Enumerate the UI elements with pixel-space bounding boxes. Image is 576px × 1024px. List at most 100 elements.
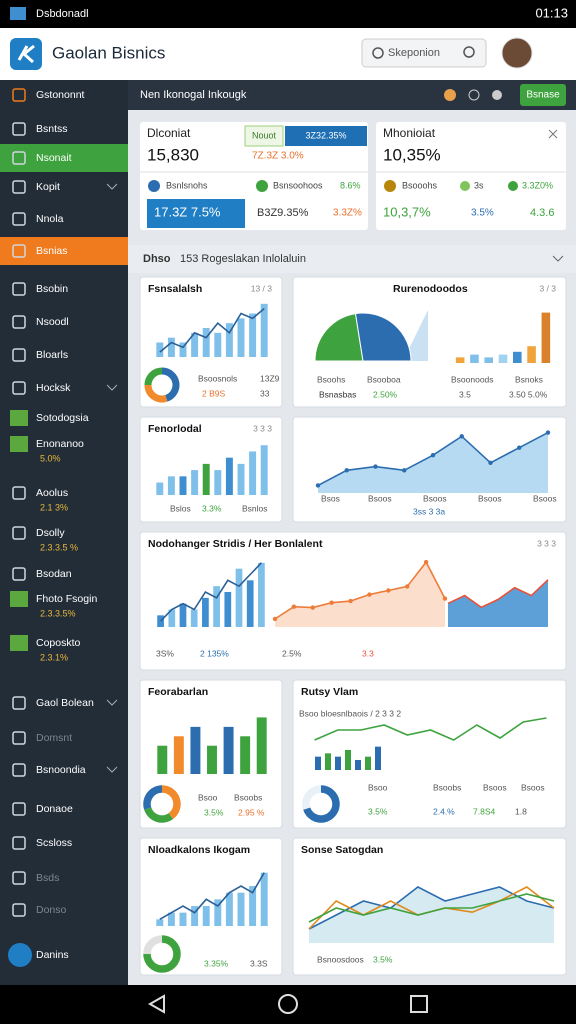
panel-tag: 3 3 3 (253, 423, 272, 433)
panel-label: Bsoosnols (198, 373, 237, 383)
semi-slice (354, 312, 412, 362)
point (291, 604, 297, 609)
app-title: Gaolan Bisnics (52, 43, 165, 62)
panel-label: 2 135% (200, 648, 229, 658)
toolbar-button[interactable] (520, 84, 566, 106)
toolbar-icon[interactable] (468, 89, 480, 101)
nav-icon (12, 151, 26, 165)
line (160, 562, 262, 622)
nav-value: 2.3.1% (40, 652, 68, 662)
nav-home[interactable] (278, 994, 298, 1014)
kpi-text: Bsooohs (402, 180, 438, 190)
kpi-tag (285, 126, 367, 146)
nav-label: Gstononnt (36, 89, 85, 101)
nav-label: Nsonait (36, 152, 72, 164)
kpi-card (376, 122, 566, 230)
kpi-text: 17.3Z 7.5% (154, 204, 221, 219)
nav-label: Coposkto (36, 637, 81, 649)
donut-slice (144, 384, 168, 403)
kpi-text: Nouot (252, 130, 277, 140)
nav-label: Aoolus (36, 487, 68, 499)
bar (246, 580, 254, 627)
panel-title: Rutsy Vlam (301, 686, 358, 698)
nav-label: Domsnt (36, 732, 72, 744)
close-icon[interactable] (548, 129, 558, 139)
section-title: Dhso (143, 253, 171, 265)
nav-icon (12, 244, 26, 258)
panel-title: Feorabarlan (148, 686, 208, 698)
kpi-text: 10,35% (383, 145, 441, 164)
nav-back[interactable] (147, 994, 165, 1014)
bar (213, 586, 220, 627)
bar (190, 609, 198, 627)
bar (179, 476, 187, 495)
kpi-text: 3Z32.35% (305, 130, 346, 140)
panel-label: Bsoohs (317, 374, 345, 384)
nav-label: Sotodogsia (36, 412, 89, 424)
nav-icon (12, 381, 26, 395)
chevron[interactable] (106, 384, 118, 391)
nav-icon (12, 903, 26, 917)
nav-value: 5.0% (40, 453, 61, 463)
bar (191, 906, 199, 926)
panel-label: Bsoos (521, 782, 545, 792)
bar (167, 476, 175, 495)
bar (207, 745, 217, 774)
point (367, 592, 372, 597)
nav-highlight (0, 237, 128, 265)
chevron[interactable] (106, 699, 118, 706)
bar (260, 445, 268, 495)
kpi-icon (508, 181, 518, 191)
point (488, 460, 493, 465)
nav-label: Nnola (36, 213, 64, 225)
chevron[interactable] (552, 255, 564, 262)
panel-label: Bsoo (198, 792, 218, 802)
donut-slice (143, 935, 163, 955)
bar (156, 482, 164, 495)
kpi-text: 3.3Z0% (522, 180, 553, 190)
search-icon[interactable] (463, 46, 475, 58)
bar (260, 303, 268, 357)
panel-title: Fsnsalalsh (148, 283, 202, 295)
bar (455, 357, 465, 363)
kpi-tag (244, 125, 284, 147)
bar (168, 609, 176, 627)
donut-slice (161, 367, 180, 402)
line (159, 308, 265, 353)
toolbar-icon[interactable] (492, 90, 502, 100)
kpi-text: B3Z9.35% (257, 207, 309, 219)
chevron[interactable] (106, 183, 118, 190)
panel-label: 3.3 (362, 648, 374, 658)
kpi-text: Dlconiat (147, 126, 191, 140)
point (310, 605, 315, 610)
panel-label: 3.35% (204, 958, 229, 968)
bar (225, 323, 233, 357)
nav-bar (0, 985, 576, 1024)
button-label[interactable]: Bsnase (526, 90, 560, 101)
point (442, 596, 448, 601)
bar (179, 603, 187, 627)
bar (202, 463, 210, 495)
kpi-text: Bsnlsnohs (166, 180, 208, 190)
nav-value: 2.3.3.5% (40, 608, 76, 618)
chevron[interactable] (106, 766, 118, 773)
panel-label: 3.5% (373, 954, 393, 964)
avatar[interactable] (501, 37, 533, 69)
toolbar-icon[interactable] (444, 89, 456, 101)
nav-label: Bsnoondia (36, 764, 86, 776)
panel-title: Rurenodoodos (393, 283, 468, 295)
panel (139, 416, 283, 523)
bar (325, 753, 331, 770)
kpi-text: 15,830 (147, 145, 199, 164)
nav-recent[interactable] (410, 995, 428, 1013)
point (315, 483, 321, 488)
donut-slice (302, 785, 322, 810)
search-box[interactable] (361, 38, 487, 68)
bar (237, 318, 245, 357)
nav-thumb (10, 591, 28, 607)
panel-label: 3.5 (459, 389, 471, 399)
panel-label: Bsnoosdoos (317, 954, 364, 964)
nav-icon (12, 526, 26, 540)
